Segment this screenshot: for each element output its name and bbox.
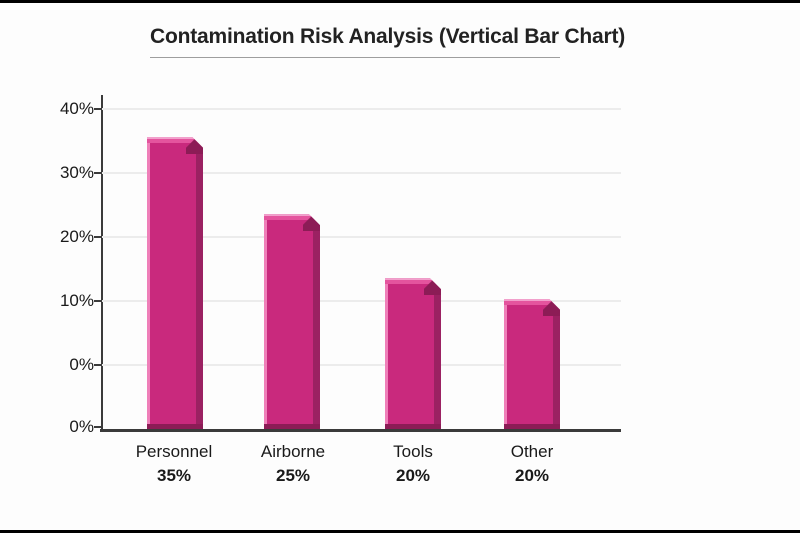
y-axis-tick [94,172,102,174]
category-label-airborne: Airborne [260,442,326,461]
value-label-personnel: 35% [156,466,192,485]
value-label-airborne: 25% [275,466,311,485]
bar-tools [385,278,441,429]
chart-title: Contamination Risk Analysis (Vertical Ba… [150,25,626,48]
y-axis-tick [94,236,102,238]
category-label-tools: Tools [393,442,433,461]
y-tick-label: 0% [69,417,94,436]
y-tick-label: 20% [59,227,94,246]
bar-personnel [147,137,203,429]
y-axis-line [101,95,103,432]
gridline [102,108,621,110]
title-underline [150,57,560,58]
y-tick-label: 30% [59,163,94,182]
value-label-other: 20% [514,466,550,485]
plot-area: 40% 30% 20% 10% 0% 0% [60,95,621,436]
y-tick-label: 10% [59,291,94,310]
y-tick-label: 0% [69,355,94,374]
gridline [102,300,621,302]
y-axis-tick [94,364,102,366]
bar-bevel [186,137,203,154]
letterbox-bottom [0,530,800,533]
category-label-other: Other [510,442,554,461]
gridline [102,172,621,174]
category-label-personnel: Personnel [135,442,213,461]
gridline [102,236,621,238]
value-label-tools: 20% [395,466,431,485]
gridline [102,364,621,366]
bar-bevel [424,278,441,295]
x-axis-line [100,429,621,432]
y-axis-tick [94,300,102,302]
bar-other [504,299,560,429]
y-axis-tick [94,426,102,428]
y-tick-label: 40% [59,99,94,118]
letterbox-top [0,0,800,3]
y-axis-tick [94,108,102,110]
bar-airborne [264,214,320,429]
x-axis-labels: Personnel 35% Airborne 25% Tools 20% Other 20% [102,429,621,499]
bar-bevel [303,214,320,231]
